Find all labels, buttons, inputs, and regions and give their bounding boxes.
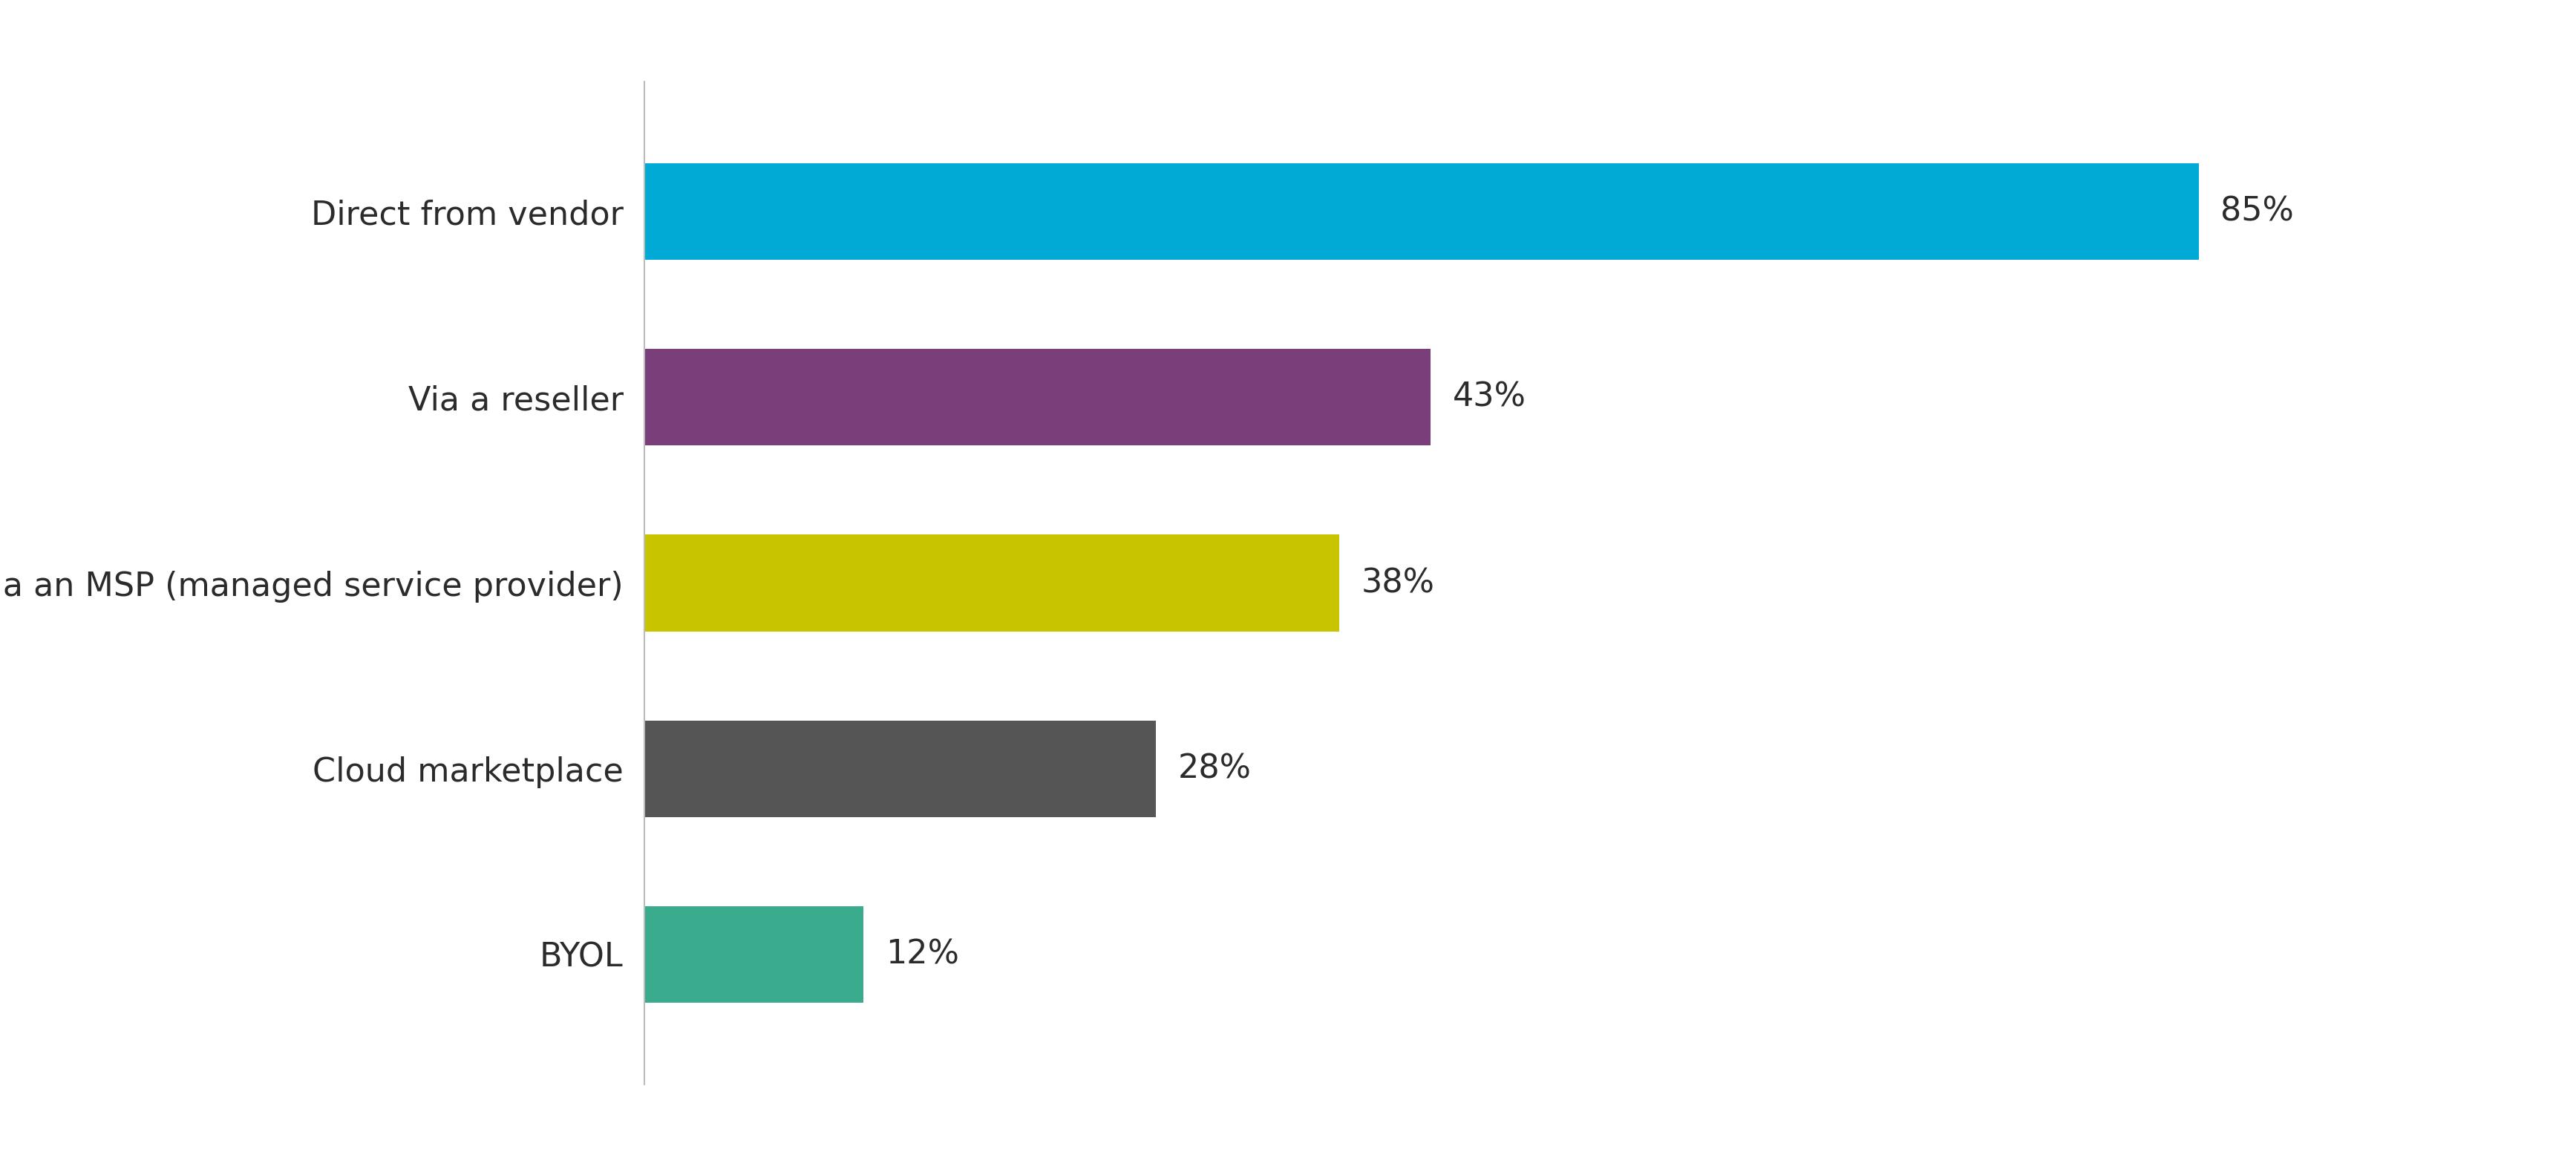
Text: 38%: 38% xyxy=(1360,567,1435,599)
Text: 85%: 85% xyxy=(2221,196,2295,227)
Bar xyxy=(644,721,1157,817)
Text: 28%: 28% xyxy=(1177,753,1252,785)
Text: 43%: 43% xyxy=(1453,381,1525,413)
Bar xyxy=(644,163,2200,260)
Bar xyxy=(644,906,863,1003)
Bar xyxy=(644,535,1340,631)
Text: 12%: 12% xyxy=(886,939,958,970)
Bar xyxy=(644,349,1430,445)
